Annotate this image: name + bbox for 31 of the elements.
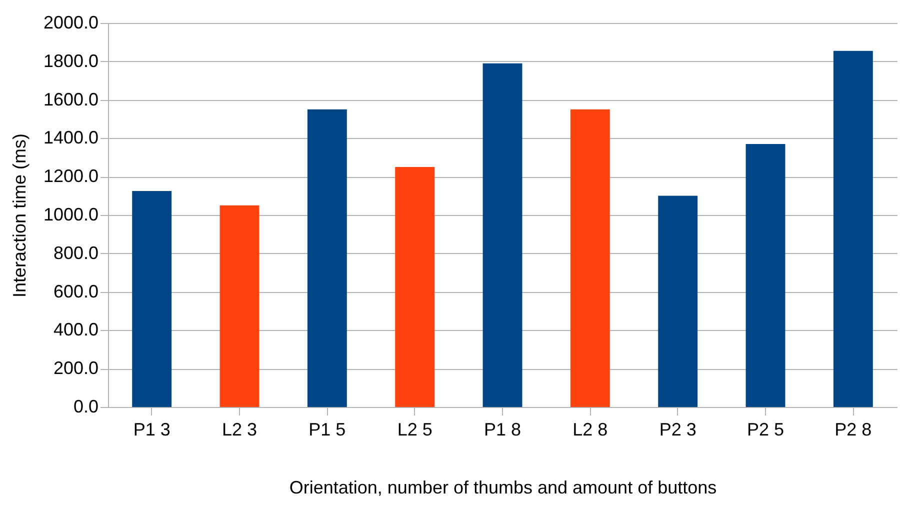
bar: [132, 191, 172, 407]
y-tick-label: 1400.0: [43, 128, 98, 148]
x-tick-label: L2 8: [572, 420, 608, 440]
x-tick-label: P1 8: [484, 420, 522, 440]
y-tick-label: 2000.0: [43, 12, 98, 32]
bar: [307, 109, 347, 407]
x-tick-label: L2 5: [397, 420, 432, 440]
y-tick-label: 0.0: [73, 396, 98, 416]
x-axis-title: Orientation, number of thumbs and amount of buttons: [289, 478, 717, 498]
y-tick-label: 800.0: [53, 242, 98, 263]
bar: [482, 63, 522, 407]
y-tick-label: 200.0: [53, 358, 98, 378]
x-tick-label: P2 8: [834, 420, 872, 440]
bar: [220, 205, 260, 407]
bar: [746, 144, 786, 407]
y-tick-label: 400.0: [53, 320, 98, 340]
x-tick-label: P1 3: [133, 420, 170, 440]
y-tick-label: 1000.0: [43, 204, 98, 224]
bar: [570, 109, 610, 407]
bar: [395, 167, 435, 407]
bar: [658, 196, 698, 407]
y-tick-label: 1800.0: [43, 50, 98, 71]
bar: [833, 50, 873, 407]
y-tick-label: 600.0: [53, 281, 98, 302]
y-tick-label: 1600.0: [43, 89, 98, 110]
y-tick-label: 1200.0: [43, 166, 98, 186]
x-tick-label: P2 5: [746, 420, 784, 440]
x-tick-label: P2 3: [659, 420, 696, 440]
x-tick-label: P1 5: [308, 420, 346, 440]
y-axis-title: Interaction time (ms): [9, 133, 30, 298]
x-tick-label: L2 3: [222, 420, 258, 440]
